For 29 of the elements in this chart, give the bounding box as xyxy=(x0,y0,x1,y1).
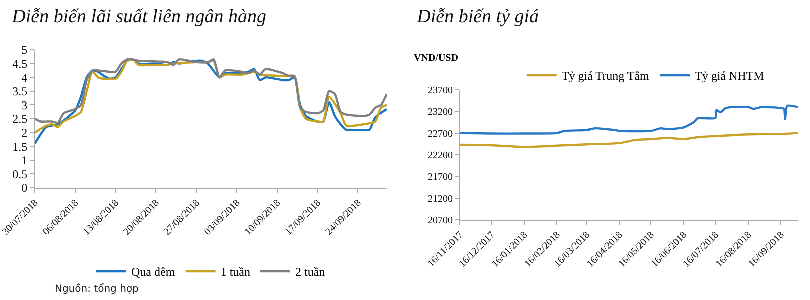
line-series xyxy=(460,132,798,148)
line-series xyxy=(460,104,798,135)
y-tick-label: 1.5 xyxy=(12,140,28,154)
legend-label: Tỷ giá NHTM xyxy=(695,69,765,84)
y-axis-title: VND/USD xyxy=(414,53,458,64)
legend-label: Qua đêm xyxy=(132,265,176,280)
y-tick-label: 1 xyxy=(22,154,28,168)
y-tick-label: 4.5 xyxy=(12,57,28,71)
y-tick-label: 20700 xyxy=(428,216,453,226)
legend-label: Tỷ giá Trung Tâm xyxy=(562,69,650,84)
legend-label: 2 tuần xyxy=(295,265,326,280)
y-tick-label: 2.5 xyxy=(12,112,28,126)
y-tick-label: 22200 xyxy=(428,150,453,162)
y-tick-label: 0 xyxy=(22,181,28,196)
chart-title: Diễn biến tỷ giá xyxy=(416,6,540,28)
y-tick-label: 0.5 xyxy=(12,167,28,182)
y-tick-label: 21200 xyxy=(428,194,453,205)
y-tick-label: 23700 xyxy=(428,86,453,96)
y-tick-label: 3.5 xyxy=(12,84,28,99)
y-tick-label: 3 xyxy=(22,98,28,112)
y-tick-label: 21700 xyxy=(428,172,453,184)
y-tick-label: 2 xyxy=(22,126,28,140)
text: Nguồn: tổng hợp xyxy=(55,283,139,295)
chart-title: Diễn biến lãi suất liên ngân hàng xyxy=(11,6,267,28)
y-tick-label: 5 xyxy=(22,43,28,58)
y-tick-label: 23200 xyxy=(428,107,453,118)
y-tick-label: 4 xyxy=(22,70,28,85)
y-tick-label: 22700 xyxy=(428,128,453,140)
legend-label: 1 tuần xyxy=(220,265,250,280)
